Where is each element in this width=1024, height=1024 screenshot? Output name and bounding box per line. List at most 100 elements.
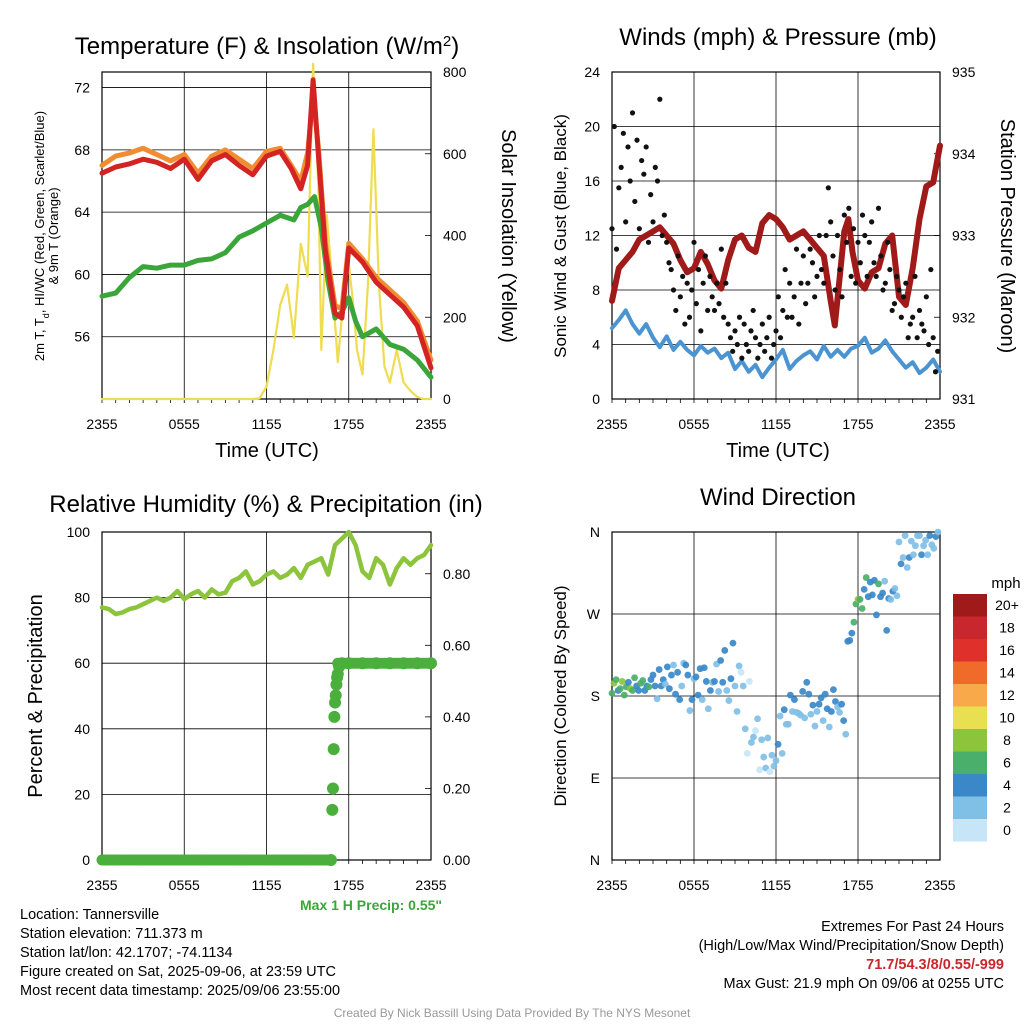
gust-point	[807, 246, 813, 252]
direction-point	[918, 551, 925, 559]
gust-point	[652, 164, 658, 170]
direction-point	[930, 545, 938, 552]
plot-frame	[101, 71, 432, 400]
gust-point	[641, 171, 647, 177]
gust-point	[643, 144, 649, 150]
gust-point	[748, 328, 754, 334]
gust-point	[846, 205, 852, 211]
gust-point	[734, 341, 740, 348]
y2-tick-label: 0.00	[443, 852, 470, 868]
gust-point	[764, 335, 770, 341]
direction-point	[860, 586, 868, 593]
gust-point	[848, 273, 854, 279]
x-tick-label: 1155	[251, 416, 281, 432]
temperature-xlabel: Time (UTC)	[215, 440, 319, 462]
direction-point	[801, 714, 809, 722]
direction-point	[663, 663, 671, 671]
winds-title: Winds (mph) & Pressure (mb)	[619, 24, 936, 51]
x-tick-label: 2355	[596, 877, 627, 893]
gust-point	[613, 246, 620, 252]
y-tick-label: 0	[592, 391, 600, 407]
direction-point	[723, 687, 731, 694]
gust-point	[834, 232, 841, 239]
direction-point	[791, 696, 798, 704]
direction-point	[711, 678, 718, 685]
gust-point	[784, 314, 790, 320]
direction-point	[743, 750, 751, 757]
legend-swatch	[953, 639, 987, 662]
direction-point	[756, 766, 763, 774]
gust-point	[905, 335, 911, 341]
gust-point	[869, 219, 875, 225]
gust-point	[759, 321, 765, 327]
gust-point	[620, 130, 626, 136]
direction-point	[827, 708, 835, 715]
direction-point	[780, 706, 788, 714]
direction-point	[635, 687, 643, 694]
x-tick-label: 2355	[86, 416, 117, 432]
gust-point	[841, 212, 847, 218]
precip-point	[327, 743, 340, 756]
direction-point	[909, 551, 917, 559]
station-latlon: Station lat/lon: 42.1707; -74.1134	[20, 945, 233, 961]
direction-panel: Wind Direction Direction (Colored By Spe…	[551, 484, 1021, 893]
gust-point	[777, 335, 784, 341]
y2-tick-label: 933	[952, 228, 976, 244]
y2-tick-label: 935	[952, 64, 976, 80]
legend-label: 0	[1003, 822, 1011, 838]
gust-point	[907, 321, 913, 327]
y2-tick-label: 0.40	[443, 709, 470, 725]
direction-point	[735, 662, 743, 670]
gust-point	[871, 260, 877, 266]
gust-point	[805, 280, 811, 286]
recent-timestamp: Most recent data timestamp: 2025/09/06 2…	[20, 983, 341, 999]
extremes-title: Extremes For Past 24 Hours	[821, 919, 1004, 935]
gust-point	[812, 294, 818, 300]
gust-point	[857, 260, 863, 266]
gust-point	[850, 226, 857, 232]
direction-point	[768, 751, 776, 759]
gust-point	[695, 266, 702, 273]
gust-point	[773, 328, 779, 334]
credit-line: Created By Nick Bassill Using Data Provi…	[333, 1006, 691, 1020]
gust-point	[923, 294, 929, 300]
direction-point	[655, 666, 663, 673]
gust-point	[821, 280, 827, 286]
gust-point	[910, 314, 916, 320]
gust-point	[914, 335, 920, 341]
gust-point	[864, 273, 870, 279]
direction-point	[752, 727, 759, 735]
gust-point	[766, 314, 772, 320]
gust-point	[912, 273, 918, 279]
legend-swatch	[953, 661, 987, 684]
direction-point	[672, 690, 679, 698]
y-tick-label: 8	[592, 282, 600, 298]
direction-point	[649, 671, 657, 679]
dewpoint-line	[99, 194, 434, 380]
gust-point	[800, 253, 806, 259]
gust-point	[721, 314, 727, 320]
gust-point	[670, 287, 677, 293]
gust-point	[639, 157, 645, 164]
legend-label: 14	[999, 665, 1015, 681]
x-tick-label: 2355	[415, 416, 446, 432]
gust-point	[714, 280, 720, 286]
direction-point	[875, 580, 882, 588]
direction-point	[668, 671, 675, 679]
gust-point	[894, 273, 900, 279]
direction-point	[731, 682, 739, 690]
temperature-ylabel-line2: & 9m T (Orange)	[46, 187, 61, 284]
direction-point	[721, 647, 729, 654]
direction-title: Wind Direction	[700, 484, 856, 511]
gust-point	[634, 137, 640, 143]
direction-point	[784, 720, 792, 728]
x-tick-label: 1755	[333, 877, 364, 893]
legend-label: 10	[999, 710, 1015, 726]
direction-point	[786, 691, 794, 699]
direction-point	[815, 700, 823, 708]
direction-point	[700, 664, 708, 672]
gust-point	[716, 301, 722, 307]
x-tick-label: 0555	[678, 416, 709, 432]
direction-point	[620, 691, 628, 699]
gust-point	[768, 355, 775, 361]
